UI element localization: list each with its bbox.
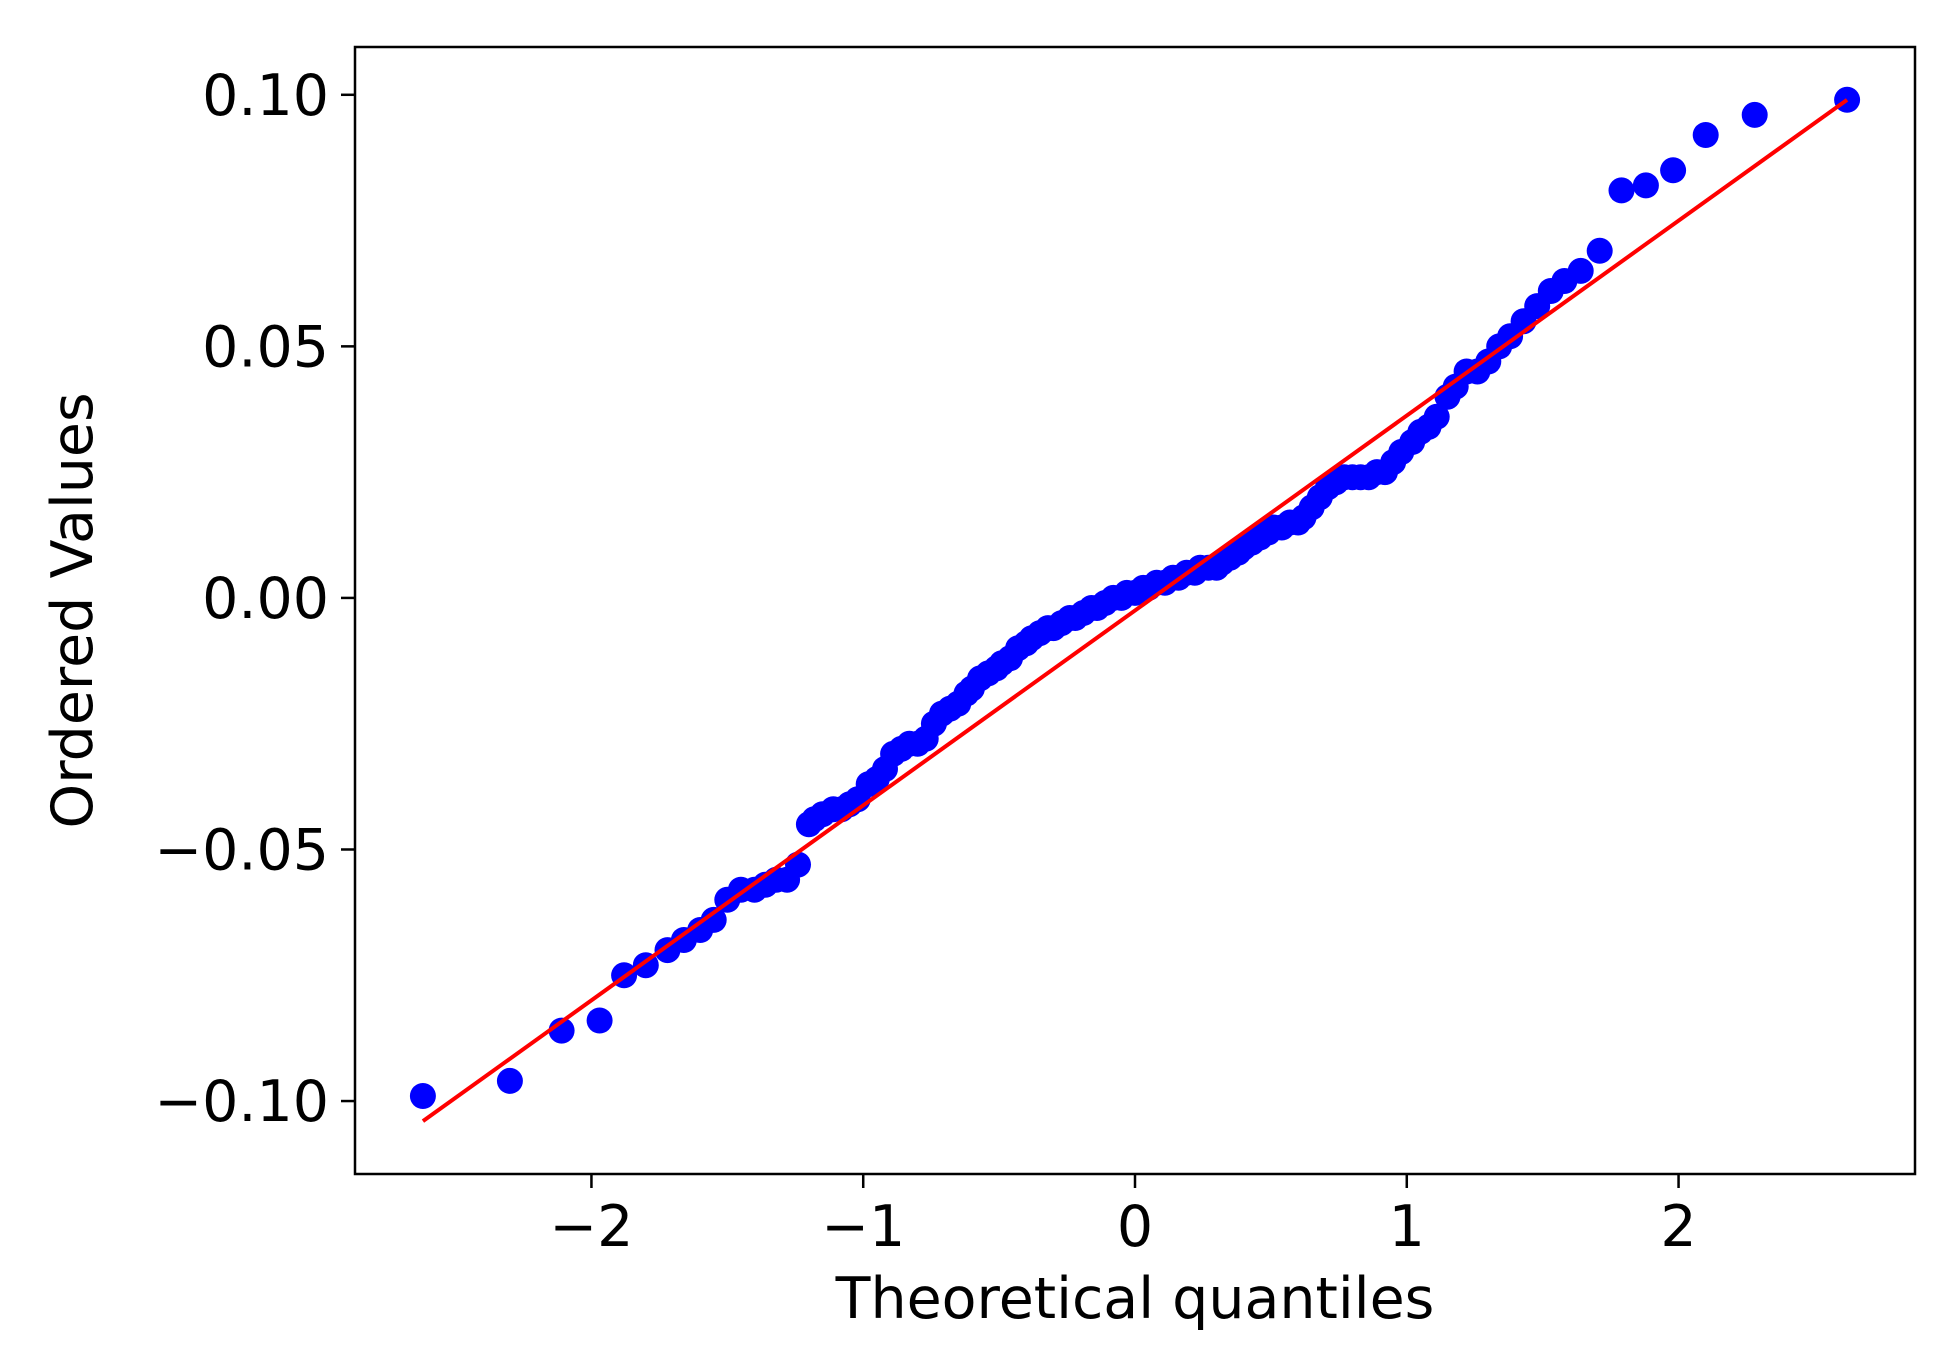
data-point bbox=[1741, 101, 1768, 128]
y-tick-label: 0.00 bbox=[202, 566, 329, 632]
data-point bbox=[1692, 122, 1719, 148]
data-point bbox=[1586, 237, 1613, 264]
x-axis-label: Theoretical quantiles bbox=[835, 1266, 1435, 1332]
data-point bbox=[496, 1067, 523, 1094]
x-tick-label: 2 bbox=[1660, 1194, 1696, 1260]
y-tick-label: 0.05 bbox=[202, 314, 329, 380]
y-tick-label: 0.10 bbox=[202, 63, 329, 129]
x-tick-label: 1 bbox=[1389, 1194, 1425, 1260]
y-tick-label: −0.05 bbox=[154, 817, 329, 883]
y-axis-label: Ordered Values bbox=[40, 392, 106, 828]
data-point bbox=[1834, 86, 1861, 113]
y-tick-label: −0.10 bbox=[154, 1069, 329, 1135]
data-point bbox=[409, 1083, 436, 1109]
y-axis-ticks: −0.10 −0.05 0.00 0.05 0.10 bbox=[154, 63, 355, 1135]
data-point bbox=[700, 906, 727, 933]
data-point bbox=[1567, 257, 1594, 284]
data-points bbox=[409, 86, 1861, 1109]
data-point bbox=[1660, 157, 1687, 184]
x-axis-ticks: −2 −1 0 1 2 bbox=[549, 1174, 1697, 1260]
data-point bbox=[1608, 177, 1635, 204]
x-tick-label: −2 bbox=[549, 1194, 633, 1260]
x-tick-label: −1 bbox=[821, 1194, 905, 1260]
data-point bbox=[1632, 172, 1659, 199]
data-point bbox=[586, 1007, 613, 1034]
data-point bbox=[1423, 403, 1450, 430]
x-tick-label: 0 bbox=[1117, 1194, 1153, 1260]
fit-line bbox=[421, 98, 1849, 1123]
data-point bbox=[785, 851, 811, 878]
